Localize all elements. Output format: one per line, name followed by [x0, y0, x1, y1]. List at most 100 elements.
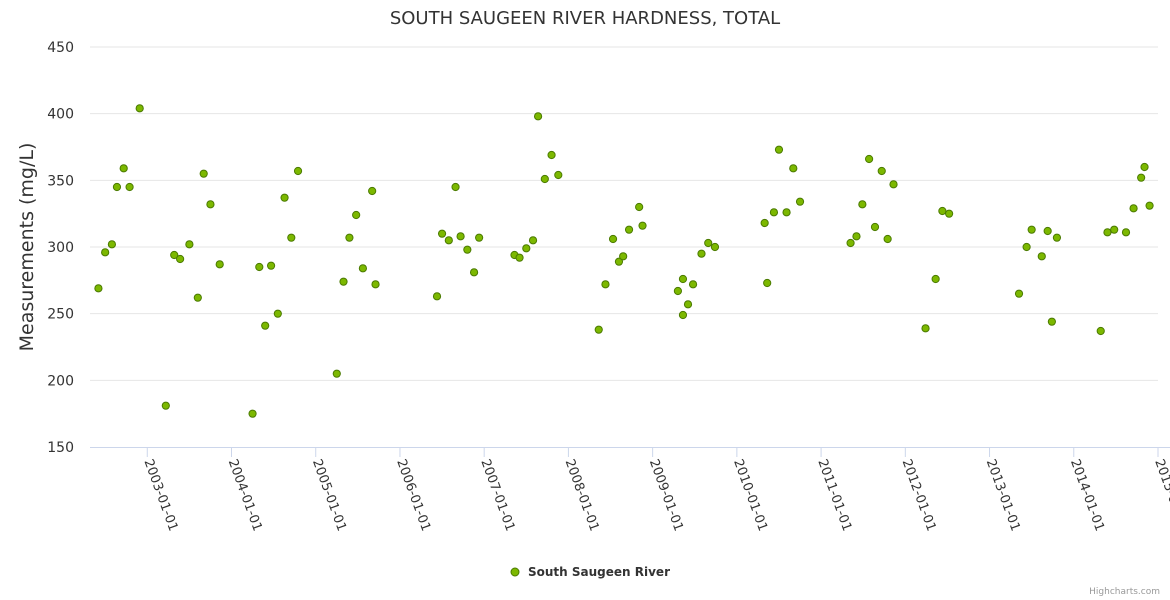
legend-label[interactable]: South Saugeen River [528, 565, 670, 579]
data-point[interactable] [293, 166, 303, 176]
data-point[interactable] [280, 193, 289, 202]
data-point[interactable] [547, 150, 556, 160]
data-point[interactable] [889, 180, 898, 189]
data-point[interactable] [638, 221, 647, 230]
data-point[interactable] [112, 182, 122, 192]
data-point[interactable] [135, 104, 144, 113]
data-point[interactable] [266, 261, 276, 270]
data-point[interactable] [1137, 173, 1146, 182]
data-point[interactable] [852, 232, 861, 241]
data-point[interactable] [463, 245, 472, 254]
data-point[interactable] [469, 268, 479, 277]
data-point[interactable] [522, 244, 531, 253]
data-point[interactable] [352, 210, 361, 220]
data-point[interactable] [688, 280, 698, 289]
data-point[interactable] [456, 232, 465, 241]
data-point[interactable] [215, 260, 224, 269]
data-point[interactable] [358, 264, 367, 273]
data-point[interactable] [475, 233, 484, 242]
data-point[interactable] [704, 238, 713, 248]
data-point[interactable] [332, 369, 341, 378]
data-point[interactable] [193, 293, 202, 302]
data-point[interactable] [437, 229, 447, 238]
data-point[interactable] [451, 182, 460, 192]
data-point[interactable] [673, 286, 683, 296]
data-point[interactable] [261, 321, 270, 330]
data-point[interactable] [789, 164, 798, 173]
data-point[interactable] [921, 324, 930, 333]
data-point[interactable] [368, 186, 377, 196]
data-point[interactable] [624, 225, 634, 234]
data-point[interactable] [161, 401, 170, 410]
data-point[interactable] [1129, 204, 1138, 213]
data-point[interactable] [554, 170, 563, 180]
data-point[interactable] [1014, 289, 1024, 298]
data-point[interactable] [371, 280, 380, 289]
data-point[interactable] [1145, 201, 1154, 210]
data-point[interactable] [865, 154, 874, 164]
data-point[interactable] [255, 262, 264, 272]
data-point[interactable] [1110, 225, 1119, 234]
data-point[interactable] [1037, 252, 1046, 261]
data-point[interactable] [199, 169, 208, 178]
data-point[interactable] [763, 278, 772, 288]
data-point[interactable] [795, 197, 805, 206]
data-point[interactable] [1047, 317, 1056, 326]
data-point[interactable] [608, 234, 618, 244]
data-point[interactable] [1052, 233, 1062, 242]
data-point[interactable] [1022, 242, 1031, 252]
data-point[interactable] [528, 236, 538, 245]
data-point[interactable] [94, 284, 103, 293]
data-point[interactable] [1121, 228, 1131, 237]
data-point[interactable] [170, 250, 179, 260]
y-tick-label: 250 [47, 307, 74, 323]
data-point[interactable] [678, 274, 688, 284]
y-tick-label: 350 [47, 173, 74, 189]
legend[interactable]: South Saugeen River [510, 565, 670, 579]
data-point[interactable] [1096, 326, 1105, 336]
data-point[interactable] [945, 209, 954, 218]
data-point[interactable] [101, 248, 110, 257]
data-point[interactable] [619, 252, 628, 261]
data-point[interactable] [870, 222, 880, 232]
data-point[interactable] [125, 182, 134, 192]
data-point[interactable] [774, 145, 784, 154]
data-point[interactable] [176, 254, 185, 264]
data-point[interactable] [683, 300, 693, 309]
data-point[interactable] [594, 325, 603, 334]
data-point[interactable] [1103, 228, 1112, 237]
data-point[interactable] [760, 218, 769, 228]
data-point[interactable] [273, 309, 282, 318]
data-point[interactable] [1140, 162, 1149, 172]
data-point[interactable] [119, 164, 128, 173]
data-point[interactable] [877, 166, 886, 176]
data-point[interactable] [635, 202, 644, 212]
data-point[interactable] [697, 249, 706, 258]
data-point[interactable] [515, 253, 524, 262]
data-point[interactable] [540, 174, 549, 184]
data-point[interactable] [678, 310, 688, 320]
data-point[interactable] [444, 236, 453, 245]
data-point[interactable] [769, 208, 779, 217]
data-point[interactable] [1043, 226, 1052, 236]
data-point[interactable] [185, 240, 194, 249]
data-point[interactable] [931, 274, 940, 284]
data-point[interactable] [248, 409, 257, 418]
data-point[interactable] [846, 238, 855, 248]
data-point[interactable] [883, 234, 892, 244]
data-point[interactable] [1027, 225, 1036, 234]
data-point[interactable] [710, 242, 720, 252]
data-point[interactable] [858, 200, 867, 209]
data-point[interactable] [287, 233, 296, 242]
data-point[interactable] [533, 112, 543, 121]
data-point[interactable] [601, 280, 610, 289]
data-point[interactable] [432, 292, 442, 301]
data-point[interactable] [782, 208, 791, 217]
data-point[interactable] [206, 200, 215, 209]
data-point[interactable] [614, 257, 624, 266]
data-point[interactable] [107, 240, 116, 249]
data-point[interactable] [938, 206, 947, 216]
data-point[interactable] [339, 277, 348, 286]
credits-link[interactable]: Highcharts.com [1089, 587, 1160, 597]
data-point[interactable] [345, 233, 354, 242]
